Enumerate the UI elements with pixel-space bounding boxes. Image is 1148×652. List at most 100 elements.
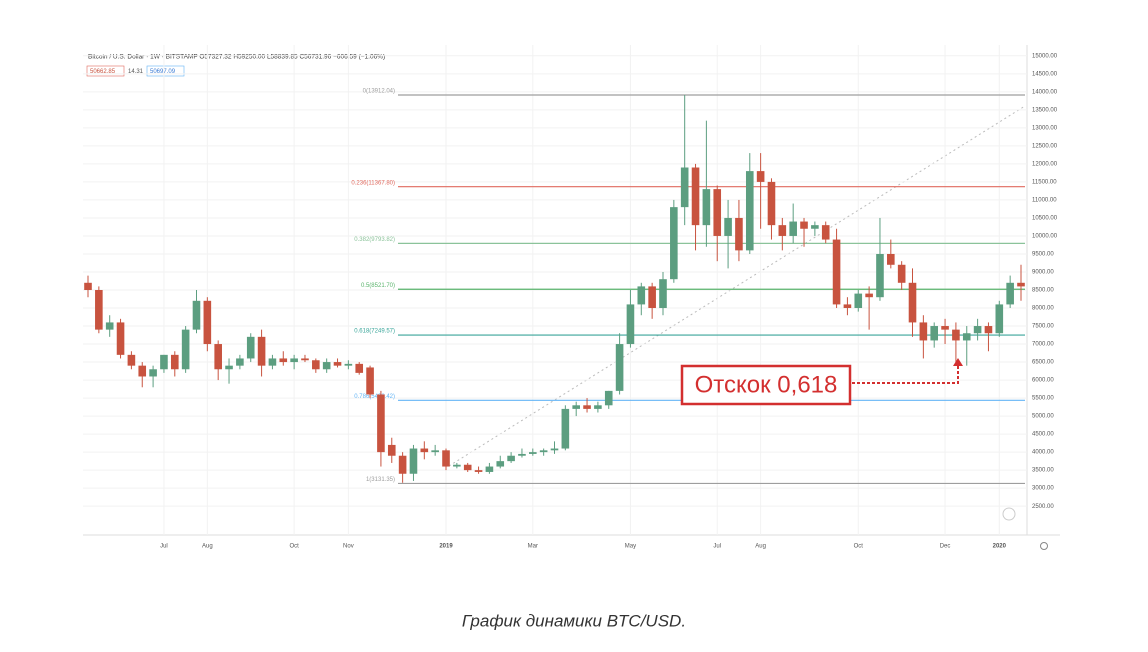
candle-body	[463, 464, 472, 471]
candle-body	[648, 286, 656, 309]
y-tick-label: 14000.00	[1032, 89, 1058, 95]
fib-label: 0(13912.04)	[363, 89, 395, 95]
candle-body	[127, 354, 136, 366]
settings-icon[interactable]	[1040, 542, 1048, 550]
candle-body	[116, 322, 125, 355]
y-tick-label: 8000.00	[1032, 306, 1054, 312]
x-tick-label: Oct	[854, 544, 864, 550]
candle-body	[919, 322, 928, 341]
y-tick-label: 5500.00	[1032, 396, 1054, 402]
candle-body	[246, 336, 255, 359]
y-tick-label: 12000.00	[1032, 161, 1058, 167]
candle-body	[170, 354, 179, 370]
y-tick-label: 13500.00	[1032, 107, 1058, 113]
candle-body	[344, 363, 353, 366]
y-tick-label: 11500.00	[1032, 179, 1057, 185]
candle-body	[257, 336, 266, 366]
settings-icon[interactable]	[1002, 507, 1016, 521]
y-tick-label: 9000.00	[1032, 270, 1054, 276]
indicator-box	[146, 65, 185, 77]
candle-body	[973, 326, 982, 334]
x-tick-label: Aug	[202, 544, 213, 550]
candle-body	[713, 189, 722, 236]
candle-body	[387, 444, 396, 456]
candle-body	[594, 405, 602, 409]
candle-body	[941, 326, 949, 330]
candle-body	[138, 365, 147, 377]
y-tick-label: 10500.00	[1032, 216, 1058, 222]
candle-body	[214, 344, 222, 370]
candle-body	[659, 279, 667, 309]
candle-body	[778, 225, 787, 236]
candle-body	[604, 390, 613, 406]
candle-body	[442, 450, 450, 467]
candle-body	[355, 363, 364, 373]
candle-body	[832, 239, 841, 305]
fib-label: 0.786(5438.42)	[354, 394, 395, 400]
candle-body	[312, 360, 320, 370]
candle-body	[290, 358, 298, 363]
candle-body	[279, 358, 288, 363]
y-tick-label: 8500.00	[1032, 288, 1054, 294]
indicator-box	[86, 65, 125, 77]
candle-body	[409, 448, 418, 474]
candle-body	[485, 466, 494, 472]
candle-body	[529, 452, 537, 454]
candle-body	[507, 455, 515, 462]
chart-title: Bitcoin / U.S. Dollar · 1W · BITSTAMP O5…	[88, 54, 385, 61]
candle-body	[431, 450, 439, 453]
candle-body	[745, 171, 754, 251]
candle-body	[550, 448, 559, 451]
candle-body	[724, 217, 732, 236]
indicator-value: 50697.09	[150, 69, 176, 75]
candle-body	[84, 282, 92, 290]
candle-body	[474, 470, 483, 472]
fib-label: 1(3131.35)	[366, 477, 395, 483]
candle-body	[160, 354, 168, 370]
x-tick-label: 2019	[439, 544, 453, 550]
x-tick-label: Jul	[160, 544, 168, 550]
y-tick-label: 10000.00	[1032, 234, 1058, 240]
candle-body	[984, 326, 993, 334]
candle-body	[377, 394, 385, 453]
candle-body	[821, 225, 830, 240]
candle-body	[637, 286, 646, 305]
y-tick-label: 9500.00	[1032, 252, 1054, 258]
candle-body	[496, 461, 505, 467]
trend-line	[448, 105, 1026, 467]
candle-body	[735, 217, 743, 251]
indicator-value: 14.31	[128, 69, 144, 75]
y-tick-label: 6500.00	[1032, 360, 1054, 366]
candle-body	[192, 300, 201, 330]
y-tick-label: 3500.00	[1032, 468, 1054, 474]
fib-label: 0.382(9793.82)	[354, 237, 395, 243]
candle-body	[702, 189, 711, 226]
fib-label: 0.236(11367.80)	[351, 180, 395, 186]
candle-body	[301, 358, 309, 361]
candle-body	[236, 358, 244, 366]
indicator-value: 50662.85	[90, 69, 116, 75]
candle-body	[995, 304, 1004, 334]
candle-body	[105, 322, 114, 330]
candle-body	[518, 453, 526, 456]
candle-body	[952, 329, 960, 341]
candle-body	[930, 326, 939, 341]
y-tick-label: 15000.00	[1032, 53, 1058, 59]
annotation-box	[680, 364, 852, 406]
y-tick-label: 7000.00	[1032, 342, 1054, 348]
candle-body	[322, 362, 331, 370]
candle-body	[897, 264, 906, 283]
candle-body	[800, 221, 808, 229]
candle-body	[626, 304, 635, 345]
x-tick-label: Dec	[940, 544, 951, 550]
fib-label: 0.618(7249.57)	[354, 329, 395, 335]
candle-body	[203, 300, 212, 345]
candle-body	[583, 405, 591, 409]
x-tick-label: May	[625, 544, 636, 550]
y-tick-label: 6000.00	[1032, 378, 1054, 384]
candle-body	[854, 293, 863, 309]
candle-body	[908, 282, 917, 323]
annotation-arrow	[852, 364, 959, 384]
candle-body	[615, 344, 624, 391]
